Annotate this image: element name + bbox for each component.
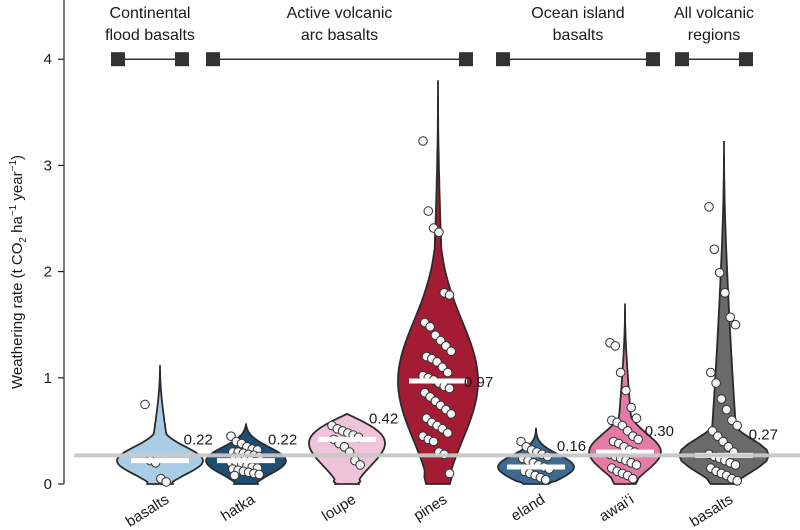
bracket-end-right	[739, 52, 753, 67]
data-point	[730, 460, 741, 470]
median-label: 0.42	[369, 410, 398, 427]
group-label: basalts	[553, 27, 604, 44]
data-point	[706, 367, 716, 378]
violin-group: 0.27 basalts	[678, 141, 778, 530]
data-point	[161, 477, 171, 487]
data-point	[425, 322, 435, 332]
y-axis: 0 1 2 3 4	[44, 0, 65, 493]
data-point	[621, 385, 631, 396]
data-point	[730, 319, 741, 330]
y-tick-label: 2	[44, 264, 52, 281]
violin-group: 0.22 basalts	[116, 365, 213, 530]
y-tick-label: 0	[44, 476, 52, 493]
data-point	[254, 469, 265, 480]
median-label: 0.30	[645, 423, 674, 440]
group-label: Ocean island	[531, 5, 624, 22]
data-point	[418, 136, 428, 146]
group-label: arc basalts	[301, 27, 378, 44]
data-point	[446, 346, 457, 357]
data-point	[720, 288, 730, 298]
data-point	[721, 404, 732, 415]
violin-shape	[116, 365, 204, 485]
data-point	[626, 402, 637, 413]
group-bracket: Continental flood basalts	[105, 5, 195, 67]
group-label: Continental	[110, 5, 191, 22]
data-point	[140, 399, 150, 410]
category-label: loupe	[319, 491, 359, 525]
violin-group: 0.22 hatka	[205, 423, 297, 525]
data-point	[442, 428, 453, 438]
violin-group: 0.30 awaiʻi	[588, 303, 674, 525]
y-tick-label: 1	[44, 370, 52, 387]
y-axis-label: Weathering rate (t CO2 ha−1 year−1)	[8, 155, 29, 389]
data-point	[732, 476, 743, 486]
group-bracket: Ocean island basalts	[496, 5, 660, 67]
violin-group: 0.16 eland	[497, 427, 586, 525]
category-label: awaiʻi	[596, 491, 637, 525]
data-point	[229, 470, 240, 481]
data-point	[615, 367, 626, 378]
category-label: basalts	[123, 491, 172, 530]
data-point	[446, 409, 457, 419]
violin-shape	[678, 141, 770, 485]
data-point	[444, 383, 455, 394]
group-label: Active volcanic	[287, 5, 393, 22]
data-point	[631, 413, 642, 424]
category-label: eland	[508, 491, 548, 525]
data-point	[628, 473, 638, 484]
bracket-end-right	[646, 52, 660, 67]
bracket-end-left	[111, 52, 125, 67]
data-point	[714, 267, 725, 278]
data-point	[725, 312, 736, 323]
data-point	[711, 378, 721, 388]
y-tick-label: 3	[44, 157, 52, 174]
median-label: 0.27	[749, 426, 778, 443]
median-label: 0.16	[557, 438, 586, 455]
group-bracket: Active volcanic arc basalts	[206, 5, 473, 67]
data-point	[631, 460, 642, 470]
data-point	[633, 434, 644, 445]
data-point	[444, 468, 455, 479]
y-tick-label: 4	[44, 51, 52, 68]
data-point	[716, 394, 727, 404]
data-point	[610, 341, 621, 351]
data-point	[423, 206, 434, 216]
bracket-end-right	[459, 52, 473, 67]
category-label: hatka	[218, 491, 259, 525]
data-point	[732, 420, 743, 431]
bracket-end-left	[496, 52, 510, 67]
category-label: basalts	[687, 491, 736, 530]
data-point	[355, 460, 366, 470]
data-point	[540, 475, 551, 485]
violin-group: 0.97 pines	[397, 80, 493, 524]
median-label: 0.22	[268, 432, 297, 449]
group-brackets-layer: Continental flood basalts Active volcanic a…	[105, 5, 754, 67]
data-point	[442, 367, 453, 378]
category-label: pines	[411, 491, 450, 524]
bracket-end-left	[206, 52, 220, 67]
group-bracket: All volcanic regions	[674, 5, 754, 67]
violins-layer: 0.22basalts0.22hatka0.42loupe0.97pines0.…	[116, 80, 778, 530]
median-label: 0.22	[184, 432, 213, 449]
group-label: flood basalts	[105, 27, 195, 44]
bracket-end-left	[675, 52, 689, 67]
median-label: 0.97	[464, 374, 493, 391]
data-point	[444, 290, 455, 300]
group-label: regions	[688, 27, 740, 44]
data-point	[709, 244, 720, 255]
data-point	[428, 436, 439, 447]
data-point	[434, 227, 444, 238]
y-axis-title: Weathering rate (t CO2 ha−1 year−1)	[8, 155, 29, 389]
data-point	[704, 202, 714, 212]
bracket-end-right	[175, 52, 189, 67]
violin-group: 0.42 loupe	[308, 410, 398, 525]
group-label: All volcanic	[674, 5, 754, 22]
